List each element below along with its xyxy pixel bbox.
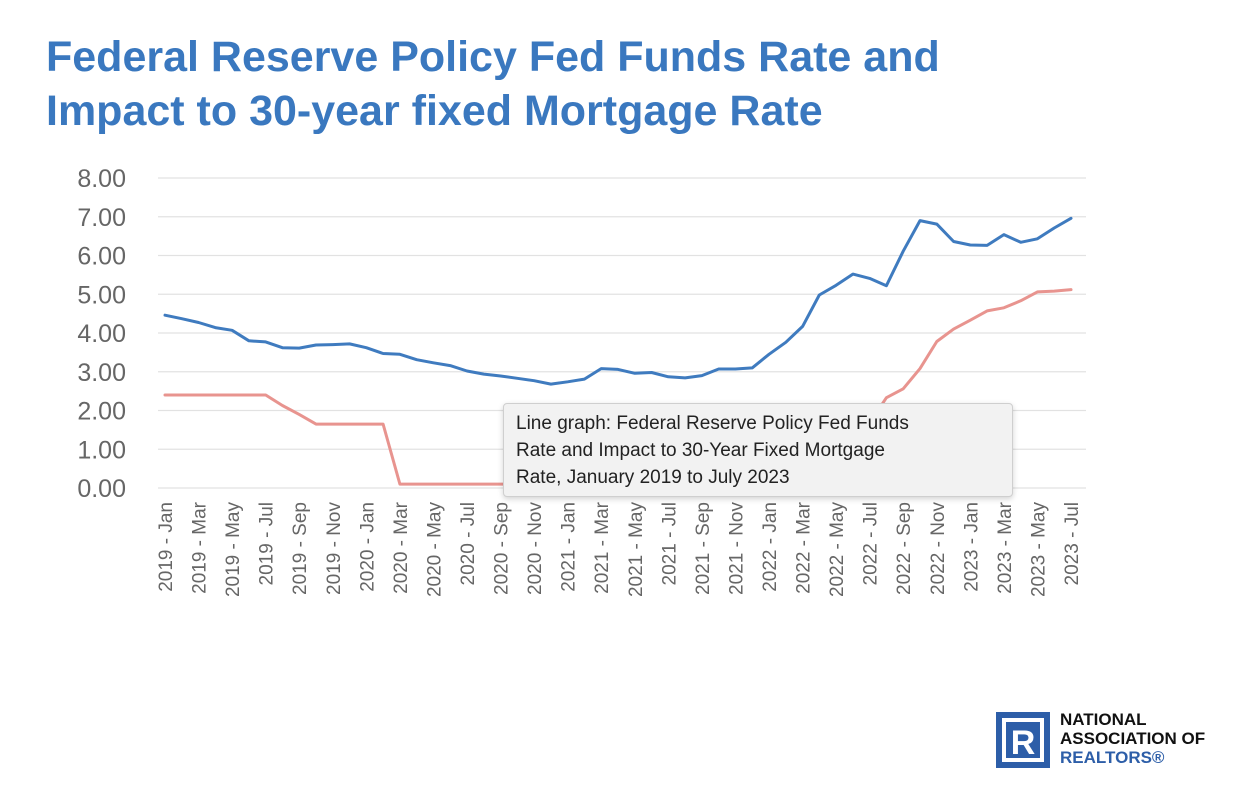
tooltip-line-2: Rate and Impact to 30-Year Fixed Mortgag… (516, 440, 885, 461)
x-tick-label: 2020 - Nov (525, 502, 546, 595)
x-tick-label: 2022 - Jul (861, 502, 882, 585)
logo-line-3: REALTORS® (1060, 748, 1165, 767)
logo-letter: R (1011, 724, 1036, 762)
x-tick-label: 2022 - May (827, 502, 848, 598)
x-tick-label: 2023 - Jan (961, 502, 982, 592)
x-tick-label: 2023 - Jul (1062, 502, 1083, 585)
y-tick-label: 3.00 (77, 359, 126, 387)
x-tick-label: 2020 - Sep (492, 502, 513, 595)
x-tick-label: 2019 - Nov (324, 502, 345, 595)
x-tick-label: 2020 - May (424, 502, 445, 598)
tooltip-line-1: Line graph: Federal Reserve Policy Fed F… (516, 413, 909, 434)
nar-logo: R NATIONAL ASSOCIATION OF REALTORS® (996, 710, 1236, 772)
y-tick-label: 6.00 (77, 243, 126, 271)
x-tick-label: 2021 - Mar (592, 501, 613, 594)
y-tick-label: 8.00 (77, 165, 126, 193)
x-tick-label: 2022 - Sep (894, 502, 915, 595)
x-tick-label: 2019 - Mar (190, 501, 211, 594)
y-tick-label: 1.00 (77, 436, 126, 464)
x-tick-label: 2021 - Jan (559, 502, 580, 592)
x-tick-label: 2020 - Jan (357, 502, 378, 592)
y-tick-label: 7.00 (77, 204, 126, 232)
x-tick-label: 2022 - Jan (760, 502, 781, 592)
x-axis-ticks: 2019 - Jan 2019 - Mar 2019 - May 2019 - Jul… (156, 501, 1083, 597)
logo-wordmark: NATIONAL ASSOCIATION OF REALTORS® (1060, 710, 1205, 767)
x-tick-label: 2021 - Sep (693, 502, 714, 595)
x-tick-label: 2020 - Jul (458, 502, 479, 585)
x-tick-label: 2023 - Mar (995, 501, 1016, 594)
tooltip-line-3: Rate, January 2019 to July 2023 (516, 467, 790, 488)
y-tick-label: 5.00 (77, 281, 126, 309)
chart-description-tooltip: Line graph: Federal Reserve Policy Fed F… (503, 403, 1013, 497)
x-tick-label: 2022 - Mar (794, 501, 815, 594)
x-tick-label: 2021 - May (626, 502, 647, 598)
x-tick-label: 2022 - Nov (928, 502, 949, 595)
y-tick-label: 4.00 (77, 320, 126, 348)
chart-title: Federal Reserve Policy Fed Funds Rate an… (46, 30, 1166, 138)
x-tick-label: 2019 - Sep (290, 502, 311, 595)
x-tick-label: 2019 - Jul (257, 502, 278, 585)
mortgage-rate-line (163, 216, 1073, 386)
x-tick-label: 2019 - May (223, 502, 244, 598)
logo-line-1: NATIONAL (1060, 710, 1147, 729)
x-tick-label: 2021 - Nov (726, 502, 747, 595)
x-tick-label: 2021 - Jul (659, 502, 680, 585)
x-tick-label: 2020 - Mar (391, 501, 412, 594)
chart-title-line-2: Impact to 30-year fixed Mortgage Rate (46, 87, 823, 135)
x-tick-label: 2023 - May (1028, 502, 1049, 598)
y-axis-ticks: 0.00 1.00 2.00 3.00 4.00 5.00 6.00 7.00 8.00 (77, 165, 126, 503)
realtor-r-logo-icon: R (996, 712, 1050, 768)
logo-line-2: ASSOCIATION OF (1060, 729, 1206, 748)
chart-title-line-1: Federal Reserve Policy Fed Funds Rate an… (46, 33, 940, 81)
y-tick-label: 2.00 (77, 398, 126, 426)
y-tick-label: 0.00 (77, 475, 126, 503)
x-tick-label: 2019 - Jan (156, 502, 177, 592)
